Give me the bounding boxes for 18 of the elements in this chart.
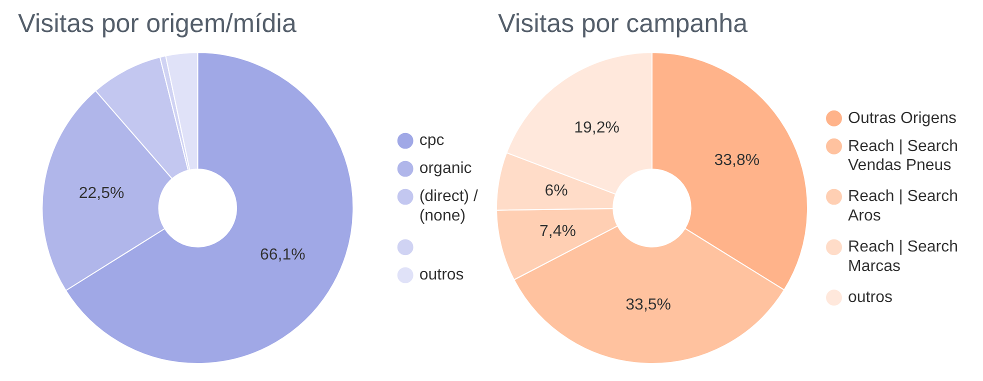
legend-label: Reach | Search Marcas: [848, 238, 958, 275]
legend-label: Reach | Search Aros: [848, 188, 958, 224]
chart-title: Visitas por origem/mídia: [17, 8, 298, 40]
data-label: 33,5%: [626, 296, 672, 314]
legend-label: (direct) / (none): [419, 188, 479, 224]
data-label: 6%: [544, 182, 568, 200]
legend-label: organic: [419, 160, 472, 178]
data-label: 7,4%: [540, 223, 576, 240]
legend-label: Reach | Search Vendas Pneus: [848, 138, 958, 174]
data-label: 19,2%: [574, 119, 620, 136]
legend-label: Outras Origens: [848, 110, 956, 127]
legend-label: cpc: [419, 132, 444, 150]
chart-title: Visitas por campanha: [497, 8, 749, 40]
data-label: 22,5%: [78, 185, 124, 202]
legend-label: outros: [848, 289, 892, 306]
data-label: 66,1%: [260, 246, 306, 264]
data-label: 33,8%: [714, 152, 760, 170]
legend-label: outros: [419, 266, 464, 284]
